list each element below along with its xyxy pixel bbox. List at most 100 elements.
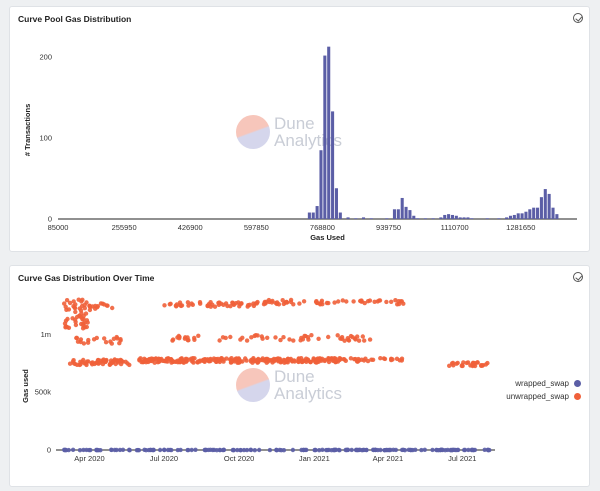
unwrapped-swap-point [233,356,238,361]
unwrapped-swap-point [326,300,331,306]
histogram-bar [331,111,335,219]
unwrapped-swap-point [240,335,245,340]
unwrapped-swap-point [308,359,313,365]
unwrapped-swap-point [72,317,78,322]
unwrapped-swap-point [170,358,175,363]
unwrapped-swap-point [339,335,345,340]
unwrapped-swap-point [196,333,201,338]
wrapped-swap-point [337,448,342,453]
unwrapped-swap-point [162,303,167,308]
unwrapped-swap-point [326,334,331,340]
y-tick-label: 0 [47,446,51,455]
wrapped-swap-point [361,447,367,453]
unwrapped-swap-point [243,356,248,361]
unwrapped-swap-point [378,356,383,361]
unwrapped-swap-point [276,302,282,307]
unwrapped-swap-point [115,358,121,364]
wrapped-swap-point [290,447,296,453]
wrapped-swap-point [274,447,279,453]
watermark-line-1: Dune [274,367,315,386]
unwrapped-swap-point [67,300,73,306]
wrapped-swap-point [436,448,441,453]
unwrapped-swap-point [78,337,84,342]
unwrapped-swap-point [262,358,268,363]
wrapped-swap-point [77,448,83,453]
unwrapped-swap-point [215,356,221,362]
wrapped-swap-point [186,447,191,453]
unwrapped-swap-point [351,299,356,304]
histogram-bar [323,55,327,220]
histogram-bar [497,218,501,219]
unwrapped-swap-point [180,359,185,364]
unwrapped-swap-point [356,338,362,343]
wrapped-swap-point [127,447,132,452]
histogram-bar [520,213,524,219]
check-circle-icon[interactable] [573,272,583,282]
unwrapped-swap-point [109,341,115,346]
wrapped-swap-point [62,448,67,453]
y-axis-label: Gas used [21,369,30,403]
unwrapped-swap-point [286,357,292,362]
wrapped-swap-point [482,447,487,452]
y-tick-label: 100 [39,134,52,143]
legend-item-wrapped[interactable]: wrapped_swap [515,379,581,388]
unwrapped-swap-point [231,301,236,307]
wrapped-swap-point [462,447,468,453]
x-tick-label: 1281650 [506,223,535,232]
unwrapped-swap-point [74,335,79,341]
unwrapped-swap-point [107,362,113,367]
unwrapped-swap-point [105,303,110,308]
wrapped-swap-point [161,447,167,452]
legend-item-unwrapped[interactable]: unwrapped_swap [506,392,581,401]
unwrapped-swap-point [190,359,195,364]
histogram-bar [512,214,516,219]
histogram-bar [311,212,315,219]
unwrapped-swap-point [273,357,278,362]
unwrapped-swap-point [167,302,172,307]
unwrapped-swap-point [111,336,117,341]
unwrapped-swap-point [102,336,107,341]
wrapped-swap-point [165,447,171,453]
unwrapped-swap-point [277,358,282,363]
unwrapped-swap-point [370,357,376,362]
wrapped-swap-point [231,448,236,453]
y-tick-label: 0 [48,215,52,224]
wrapped-swap-point [422,447,427,452]
unwrapped-swap-point [337,357,342,363]
unwrapped-swap-point [183,335,188,340]
unwrapped-swap-point [87,303,92,309]
unwrapped-swap-point [86,337,91,343]
histogram-bar [431,218,435,219]
x-axis-label: Gas Used [310,233,345,242]
unwrapped-swap-point [475,360,480,365]
unwrapped-swap-point [278,337,283,343]
wrapped-swap-point [136,448,142,453]
unwrapped-swap-point [300,337,306,342]
wrapped-swap-point [486,448,491,453]
x-tick-label: Jan 2021 [299,454,330,463]
wrapped-swap-point [313,447,318,453]
panel-title: Curve Pool Gas Distribution [18,14,132,24]
histogram-bar [532,207,536,219]
histogram-bar [354,218,358,219]
unwrapped-swap-point [210,302,215,307]
check-circle-icon[interactable] [573,13,583,23]
wrapped-swap-point [419,447,424,453]
unwrapped-swap-point [186,338,191,343]
unwrapped-swap-point [81,316,86,322]
unwrapped-swap-point [160,358,165,363]
x-tick-label: Jul 2020 [150,454,178,463]
unwrapped-swap-point [381,356,387,361]
unwrapped-swap-point [77,306,83,311]
histogram-bar [539,197,543,219]
unwrapped-swap-point [460,362,465,368]
unwrapped-swap-point [186,357,191,362]
unwrapped-swap-point [186,303,191,308]
histogram-bar [466,217,470,219]
histogram-bar [408,210,412,219]
wrapped-swap-point [88,447,93,453]
y-tick-label: 1m [41,330,51,339]
histogram-bar [536,207,540,219]
wrapped-swap-point [393,447,399,453]
histogram-bar [396,209,400,219]
